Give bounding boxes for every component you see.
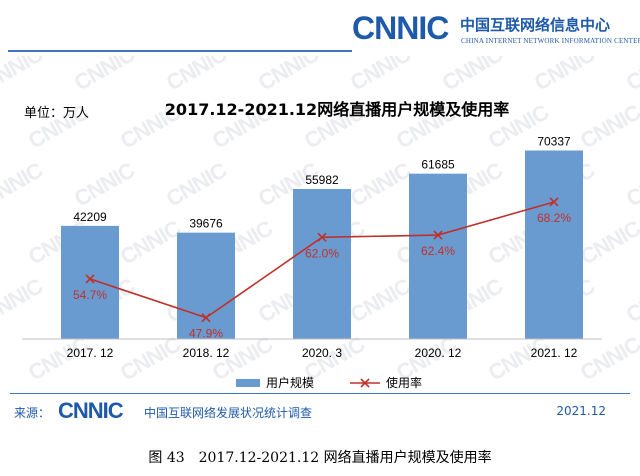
source-org: 中国互联网络发展状况统计调查 [144,406,313,420]
cnnic-logo-footer: CNNIC [58,398,124,423]
x-tick-label: 2020. 3 [302,346,342,360]
usage-rate-label: 62.0% [305,246,339,260]
source-date: 2021.12 [556,404,606,418]
bar-value-label: 61685 [421,158,455,172]
legend-label-users: 用户规模 [266,375,314,390]
legend-label-rate: 使用率 [386,375,422,390]
legend-marker [360,378,370,388]
bar [177,232,235,339]
footer-divider [10,393,630,394]
cnnic-logo: CNNIC 中国互联网络信息中心 CHINA INTERNET NETWORK … [352,6,640,52]
x-tick-label: 2020. 12 [415,346,462,360]
logo-wordmark: CNNIC [352,10,449,46]
bar [293,188,351,339]
header-divider [8,50,352,52]
unit-label: 单位：万人 [24,106,90,121]
org-name-en: CHINA INTERNET NETWORK INFORMATION CENTE… [461,37,640,45]
usage-rate-label: 62.4% [421,244,455,258]
usage-rate-label: 47.9% [189,327,223,341]
x-tick-label: 2018. 12 [183,346,230,360]
chart-title: 2017.12-2021.12网络直播用户规模及使用率 [164,100,510,119]
source-label: 来源： [14,406,51,420]
combo-chart: 42209 39676 55982 61685 70337 2017. 12 2018. 1… [22,134,602,390]
bar-value-label: 70337 [537,134,571,148]
usage-rate-marker [201,313,211,323]
x-tick-label: 2017. 12 [67,346,114,360]
usage-rate-label: 68.2% [537,211,571,225]
bar-value-label: 42209 [73,210,107,224]
figure-caption: 图 43 2017.12-2021.12 网络直播用户规模及使用率 [148,450,492,466]
org-name-cn: 中国互联网络信息中心 [460,16,611,34]
bar-value-label: 39676 [189,217,223,231]
bar [61,225,119,339]
usage-rate-label: 54.7% [73,288,107,302]
legend-swatch-bar [236,379,260,387]
usage-rate-marker [85,274,95,284]
bar [409,173,467,339]
usage-rate-marker [317,232,327,242]
bar-value-label: 55982 [305,173,339,187]
x-tick-label: 2021. 12 [531,346,578,360]
usage-rate-marker [433,230,443,240]
usage-rate-marker [549,197,559,207]
bar [525,150,583,339]
